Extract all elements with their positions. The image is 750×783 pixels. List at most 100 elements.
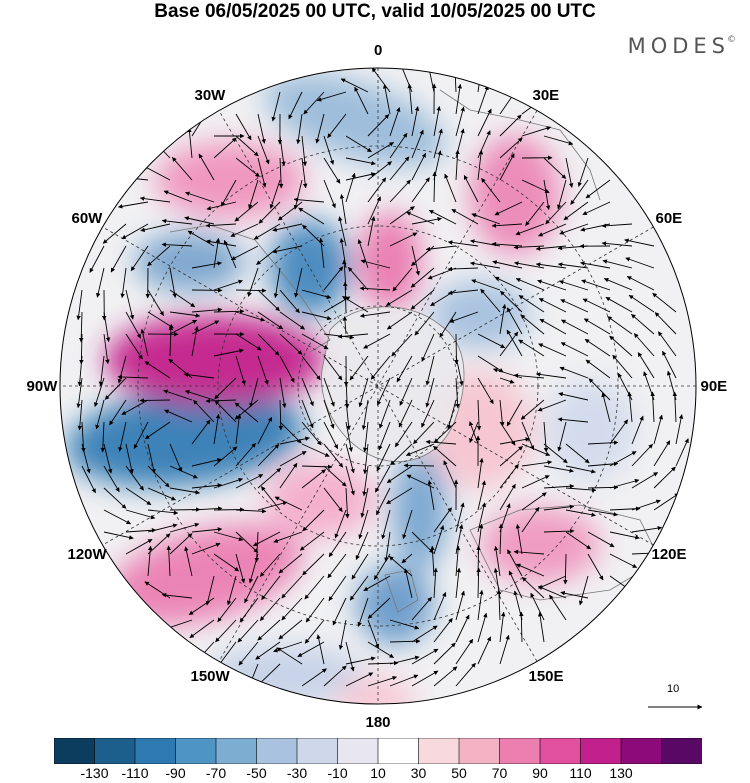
- wind-vector: [381, 509, 391, 540]
- wind-vector: [402, 509, 413, 540]
- wind-vector: [303, 91, 325, 115]
- wind-vector: [565, 465, 596, 474]
- wind-vector: [257, 333, 280, 356]
- wind-vector: [653, 414, 664, 445]
- wind-vector: [183, 372, 215, 379]
- wind-vector: [481, 177, 501, 203]
- wind-vector: [273, 267, 281, 299]
- wind-vector: [628, 294, 655, 313]
- longitude-label: 30E: [532, 86, 560, 104]
- wind-vector: [513, 549, 545, 555]
- wind-vector: [367, 675, 398, 687]
- wind-vector: [235, 474, 264, 489]
- wind-vector: [521, 492, 547, 511]
- wind-vector: [299, 531, 325, 551]
- colorbar-tick-label: -10: [327, 765, 348, 781]
- wind-vector: [367, 177, 387, 203]
- wind-vector: [537, 611, 545, 643]
- wind-vector: [602, 259, 633, 269]
- reference-vector-label: 10: [667, 683, 680, 695]
- wind-vector: [328, 531, 347, 558]
- wind-vector: [394, 421, 413, 448]
- wind-vector: [385, 289, 413, 306]
- wind-vector: [345, 443, 355, 474]
- wind-vector: [125, 487, 152, 506]
- colorbar-segment: [337, 738, 379, 764]
- brand-name: MODES: [627, 34, 730, 58]
- wind-vector: [433, 666, 458, 687]
- wind-vector: [191, 527, 223, 533]
- wind-vector: [213, 279, 243, 291]
- wind-vector: [653, 440, 671, 467]
- wind-vector: [257, 619, 281, 641]
- wind-vector: [499, 114, 522, 137]
- wind-vector: [476, 567, 481, 599]
- wind-vector: [345, 157, 376, 166]
- wind-vector: [120, 267, 127, 299]
- wind-vector: [139, 398, 171, 403]
- colorbar-segment: [215, 738, 258, 764]
- wind-vector: [477, 108, 492, 137]
- wind-vector: [609, 531, 640, 540]
- wind-vector: [337, 333, 369, 339]
- wind-vector: [281, 597, 303, 621]
- wind-vector: [125, 333, 143, 360]
- wind-vector: [163, 389, 193, 401]
- wind-vector: [77, 355, 83, 387]
- wind-vector: [389, 638, 421, 644]
- wind-vector: [163, 190, 193, 203]
- wind-vector: [363, 333, 391, 349]
- wind-vector: [411, 106, 420, 137]
- wind-vector: [498, 523, 504, 555]
- wind-vector: [477, 377, 494, 405]
- wind-vector: [235, 442, 256, 467]
- wind-vector: [360, 487, 369, 518]
- wind-vector: [248, 179, 259, 210]
- wind-vector: [338, 619, 347, 650]
- wind-vector: [235, 531, 259, 553]
- wind-vector: [117, 374, 149, 380]
- wind-vector: [316, 634, 325, 665]
- modes-logo: MODES©: [628, 34, 736, 58]
- wind-vector: [499, 153, 515, 181]
- wind-vector: [477, 589, 484, 621]
- wind-vector: [521, 460, 553, 467]
- colorbar-tick-label: 70: [491, 765, 508, 781]
- wind-vector: [406, 474, 435, 489]
- wind-vector: [545, 201, 567, 225]
- wind-vector: [362, 465, 369, 497]
- wind-vector: [543, 528, 575, 534]
- wind-vector: [625, 257, 655, 269]
- wind-vector: [144, 421, 171, 440]
- wind-vector: [537, 585, 567, 599]
- wind-vector: [581, 279, 611, 291]
- wind-vector: [455, 355, 464, 386]
- wind-vector: [345, 135, 372, 153]
- wind-vector: [476, 399, 482, 431]
- wind-vector: [315, 113, 325, 144]
- wind-vector: [191, 419, 211, 445]
- wind-vector: [432, 171, 437, 203]
- wind-vector: [342, 295, 369, 313]
- wind-vector: [494, 201, 523, 216]
- wind-vector: [653, 493, 680, 511]
- wind-vector: [657, 331, 677, 357]
- wind-vector: [367, 619, 380, 649]
- wind-vector: [378, 399, 391, 429]
- wind-vector: [624, 238, 655, 247]
- wind-vector: [259, 553, 281, 577]
- wind-vector: [543, 504, 575, 511]
- wind-vector: [556, 179, 567, 210]
- wind-vector: [585, 359, 611, 379]
- wind-vector: [413, 421, 435, 445]
- wind-vector: [345, 672, 374, 687]
- wind-vector: [468, 421, 479, 445]
- wind-vector: [433, 525, 445, 555]
- wind-vector: [521, 506, 540, 533]
- wind-vector: [323, 443, 344, 468]
- colorbar-tick-label: 130: [609, 765, 633, 781]
- wind-vector: [521, 475, 550, 489]
- wind-vector: [147, 443, 156, 474]
- wind-vector: [235, 288, 267, 293]
